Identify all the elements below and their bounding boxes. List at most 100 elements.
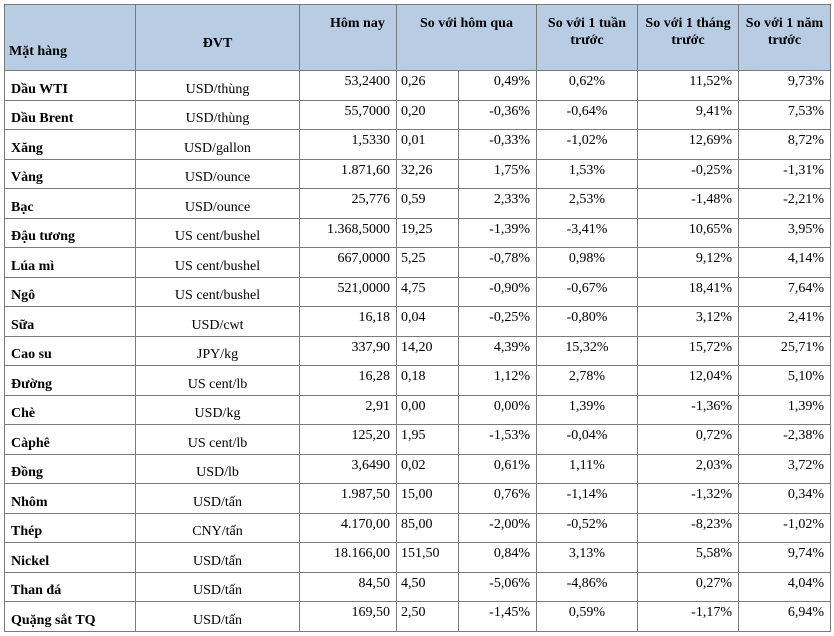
cell-vs-year: 25,71% (738, 335, 831, 366)
cell-today: 25,776 (299, 188, 397, 219)
cell-vs-year: 3,72% (738, 453, 831, 484)
cell-change: 0,18 (396, 365, 459, 396)
cell-vs-year: 2,41% (738, 306, 831, 337)
cell-vs-week: 0,62% (536, 70, 638, 101)
cell-vs-month: 18,41% (637, 276, 739, 307)
cell-today: 53,2400 (299, 70, 397, 101)
cell-unit: US cent/bushel (135, 217, 300, 248)
table-row: Cao su JPY/kg 337,90 14,20 4,39% 15,32% 15,72%… (4, 335, 831, 366)
cell-change: 1,95 (396, 424, 459, 455)
cell-change-pct: -0,33% (458, 129, 537, 160)
cell-today: 521,0000 (299, 276, 397, 307)
cell-item: Càphê (4, 424, 136, 455)
cell-unit: US cent/bushel (135, 247, 300, 278)
cell-vs-year: -2,38% (738, 424, 831, 455)
cell-change-pct: 1,75% (458, 158, 537, 189)
cell-change-pct: 2,33% (458, 188, 537, 219)
cell-today: 667,0000 (299, 247, 397, 278)
table-row: Ngô US cent/bushel 521,0000 4,75 -0,90% -0,67… (4, 276, 831, 307)
cell-item: Lúa mì (4, 247, 136, 278)
cell-vs-month: 5,58% (637, 542, 739, 573)
cell-change-pct: -1,39% (458, 217, 537, 248)
cell-vs-year: 1,39% (738, 394, 831, 425)
table-row: Đậu tương US cent/bushel 1.368,5000 19,25 -1… (4, 217, 831, 248)
header-row: Mặt hàng ĐVT Hôm nay So với hôm qua So v… (4, 4, 831, 71)
cell-change-pct: -1,45% (458, 601, 537, 632)
cell-change: 15,00 (396, 483, 459, 514)
header-vs-month: So với 1 tháng trước (637, 4, 739, 71)
cell-today: 1.871,60 (299, 158, 397, 189)
cell-item: Nickel (4, 542, 136, 573)
cell-vs-year: -1,31% (738, 158, 831, 189)
cell-item: Đậu tương (4, 217, 136, 248)
cell-vs-year: 7,53% (738, 99, 831, 130)
cell-vs-week: -0,64% (536, 99, 638, 130)
cell-change-pct: 0,61% (458, 453, 537, 484)
cell-unit: USD/thùng (135, 70, 300, 101)
cell-vs-month: -0,25% (637, 158, 739, 189)
cell-vs-month: 0,27% (637, 571, 739, 602)
cell-unit: USD/tấn (135, 483, 300, 514)
cell-vs-week: -0,04% (536, 424, 638, 455)
header-vs-week: So với 1 tuần trước (536, 4, 638, 71)
cell-item: Nhôm (4, 483, 136, 514)
cell-change-pct: -0,25% (458, 306, 537, 337)
table-row: Đường US cent/lb 16,28 0,18 1,12% 2,78% 12,04%… (4, 365, 831, 396)
commodity-price-table: Mặt hàng ĐVT Hôm nay So với hôm qua So v… (4, 4, 831, 632)
cell-change-pct: -0,90% (458, 276, 537, 307)
cell-unit: USD/thùng (135, 99, 300, 130)
cell-change: 85,00 (396, 512, 459, 543)
cell-vs-year: 4,14% (738, 247, 831, 278)
cell-today: 84,50 (299, 571, 397, 602)
cell-unit: USD/ounce (135, 158, 300, 189)
cell-vs-week: 0,98% (536, 247, 638, 278)
cell-unit: USD/ounce (135, 188, 300, 219)
cell-vs-month: -1,17% (637, 601, 739, 632)
cell-vs-week: -1,02% (536, 129, 638, 160)
cell-vs-year: 9,73% (738, 70, 831, 101)
cell-change: 5,25 (396, 247, 459, 278)
cell-vs-week: 3,13% (536, 542, 638, 573)
cell-change-pct: 0,00% (458, 394, 537, 425)
cell-vs-month: 12,69% (637, 129, 739, 160)
cell-vs-week: -4,86% (536, 571, 638, 602)
cell-change: 0,26 (396, 70, 459, 101)
cell-today: 18.166,00 (299, 542, 397, 573)
cell-item: Vàng (4, 158, 136, 189)
table-row: Dầu Brent USD/thùng 55,7000 0,20 -0,36% -0,64… (4, 99, 831, 130)
cell-unit: US cent/lb (135, 365, 300, 396)
table-row: Nickel USD/tấn 18.166,00 151,50 0,84% 3,13% 5,… (4, 542, 831, 573)
cell-vs-month: 9,12% (637, 247, 739, 278)
cell-vs-month: -1,36% (637, 394, 739, 425)
cell-change: 19,25 (396, 217, 459, 248)
cell-vs-year: 0,34% (738, 483, 831, 514)
cell-change-pct: 0,84% (458, 542, 537, 573)
cell-change: 151,50 (396, 542, 459, 573)
cell-today: 16,28 (299, 365, 397, 396)
cell-change: 4,75 (396, 276, 459, 307)
cell-change-pct: 0,49% (458, 70, 537, 101)
cell-unit: USD/gallon (135, 129, 300, 160)
cell-today: 4.170,00 (299, 512, 397, 543)
cell-today: 1.987,50 (299, 483, 397, 514)
table-row: Dầu WTI USD/thùng 53,2400 0,26 0,49% 0,62% 11,… (4, 70, 831, 101)
cell-today: 337,90 (299, 335, 397, 366)
cell-item: Sữa (4, 306, 136, 337)
table-row: Sữa USD/cwt 16,18 0,04 -0,25% -0,80% 3,12% 2,41… (4, 306, 831, 337)
cell-unit: US cent/bushel (135, 276, 300, 307)
cell-today: 55,7000 (299, 99, 397, 130)
cell-vs-year: 4,04% (738, 571, 831, 602)
cell-vs-month: 9,41% (637, 99, 739, 130)
table-body: Dầu WTI USD/thùng 53,2400 0,26 0,49% 0,62% 11,… (4, 70, 831, 632)
cell-change-pct: -2,00% (458, 512, 537, 543)
cell-item: Đồng (4, 453, 136, 484)
cell-vs-month: 10,65% (637, 217, 739, 248)
cell-change-pct: 1,12% (458, 365, 537, 396)
cell-change-pct: -0,78% (458, 247, 537, 278)
cell-change: 4,50 (396, 571, 459, 602)
cell-change: 0,59 (396, 188, 459, 219)
cell-unit: USD/tấn (135, 542, 300, 573)
cell-today: 1.368,5000 (299, 217, 397, 248)
cell-today: 16,18 (299, 306, 397, 337)
cell-today: 1,5330 (299, 129, 397, 160)
